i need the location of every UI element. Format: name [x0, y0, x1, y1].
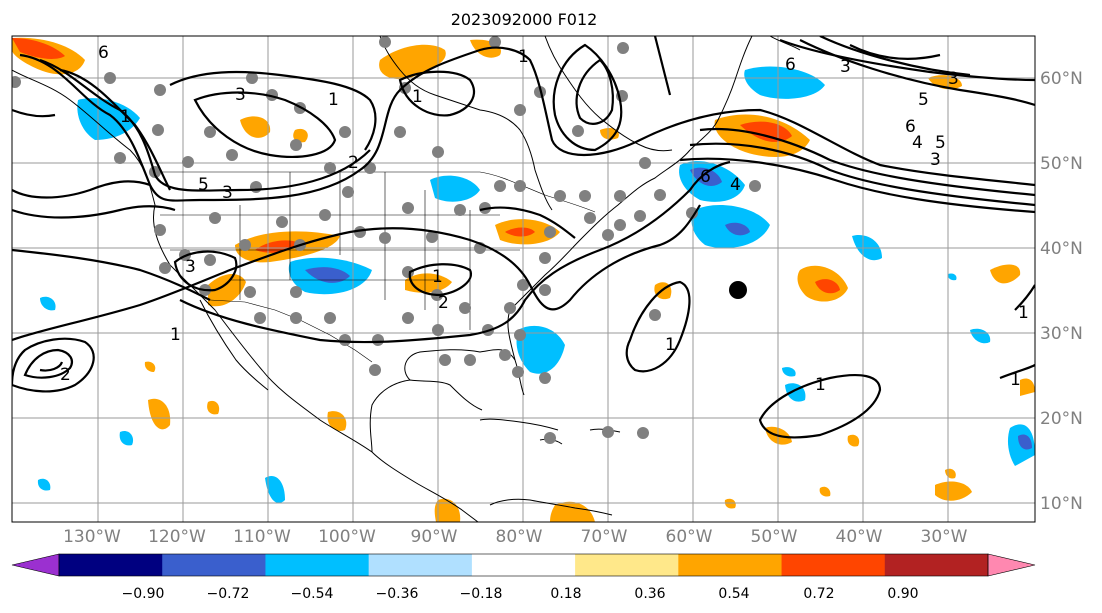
colorbar-segment [471, 554, 576, 576]
lat-label: 60°N [1040, 69, 1083, 89]
colorbar-segment [162, 554, 266, 576]
contour-label: 6 [700, 167, 711, 187]
contour-label: 6 [905, 117, 916, 137]
contour-lines [12, 36, 1035, 439]
contour-label: 3 [840, 57, 851, 77]
contour-label: 1 [412, 87, 423, 107]
contour-label: 2 [60, 365, 71, 385]
colorbar-segment [265, 554, 370, 576]
colorbar-tick-label: 0.72 [803, 586, 834, 602]
colorbar-labels: −0.90 −0.72 −0.54 −0.36 −0.18 0.18 0.36 … [122, 586, 919, 602]
colorbar-segment [678, 554, 783, 576]
lat-label: 40°N [1040, 239, 1083, 259]
colorbar-tick-label: −0.72 [207, 586, 250, 602]
contour-label: 1 [120, 107, 131, 127]
contour-label: 1 [170, 325, 181, 345]
lat-label: 20°N [1040, 409, 1083, 429]
contour-label: 6 [98, 43, 109, 63]
contour-label: 1 [815, 375, 826, 395]
colorbar-tick-label: −0.18 [460, 586, 503, 602]
negative-anomaly-areas [37, 66, 1035, 504]
contour-label: 5 [935, 133, 946, 153]
contour-label: 1 [328, 90, 339, 110]
colorbar-segment [884, 554, 989, 576]
lon-label: 100°W [318, 527, 376, 547]
contour-label: 1 [1018, 303, 1029, 323]
colorbar-tick-label: 0.54 [718, 586, 749, 602]
colorbar-tick-label: 0.18 [550, 586, 581, 602]
location-marker [729, 281, 747, 299]
contour-label: 3 [235, 85, 246, 105]
plot-title: 2023092000 F012 [450, 10, 598, 29]
colorbar-extend-low [11, 553, 60, 577]
lon-label: 130°W [63, 527, 121, 547]
lon-label: 70°W [581, 527, 628, 547]
lon-label: 60°W [666, 527, 713, 547]
colorbar-tick-label: 0.36 [634, 586, 665, 602]
colorbar-extend-high [987, 553, 1036, 577]
positive-anomaly-areas [12, 37, 1035, 522]
contour-label: 4 [912, 133, 923, 153]
lat-label: 30°N [1040, 324, 1083, 344]
colorbar-tick-label: 0.90 [887, 586, 918, 602]
map-frame [11, 35, 1036, 523]
contour-label: 3 [185, 257, 196, 277]
contour-label: 1 [1010, 370, 1021, 390]
lon-label: 90°W [411, 527, 458, 547]
contour-label: 3 [222, 183, 233, 203]
contour-label: 1 [432, 267, 443, 287]
contour-label: 4 [730, 175, 741, 195]
contour-label: 1 [665, 335, 676, 355]
contour-label: 3 [930, 150, 941, 170]
contour-label: 3 [948, 69, 959, 89]
contour-label: 2 [438, 293, 449, 313]
colorbar-tick-label: −0.54 [291, 586, 334, 602]
contour-label: 5 [918, 90, 929, 110]
colorbar-segment [59, 554, 163, 576]
lat-label: 50°N [1040, 154, 1083, 174]
colorbar-segment [575, 554, 679, 576]
lon-label: 110°W [233, 527, 291, 547]
lon-label: 80°W [496, 527, 543, 547]
contour-label: 1 [518, 47, 529, 67]
colorbar-tick-label: −0.36 [376, 586, 419, 602]
longitude-labels: 130°W 120°W 110°W 100°W 90°W 80°W 70°W 6… [63, 527, 968, 547]
lat-label: 10°N [1040, 494, 1083, 514]
colorbar-tick-label: −0.90 [122, 586, 165, 602]
lon-label: 40°W [836, 527, 883, 547]
lon-label: 30°W [921, 527, 968, 547]
contour-labels: 6 3 5 3 1 1 2 1 3 6 3 5 3 5 4 6 1 1 2 1 … [60, 43, 1029, 395]
contour-label: 2 [348, 153, 359, 173]
latitude-labels: 60°N 50°N 40°N 30°N 20°N 10°N [1040, 69, 1083, 514]
colorbar-segment [368, 554, 473, 576]
lon-label: 50°W [751, 527, 798, 547]
colorbar-border [58, 553, 989, 577]
colorbar [11, 553, 1036, 577]
contour-label: 6 [785, 55, 796, 75]
colorbar-segment [781, 554, 886, 576]
lon-label: 120°W [148, 527, 206, 547]
contour-label: 5 [198, 175, 209, 195]
